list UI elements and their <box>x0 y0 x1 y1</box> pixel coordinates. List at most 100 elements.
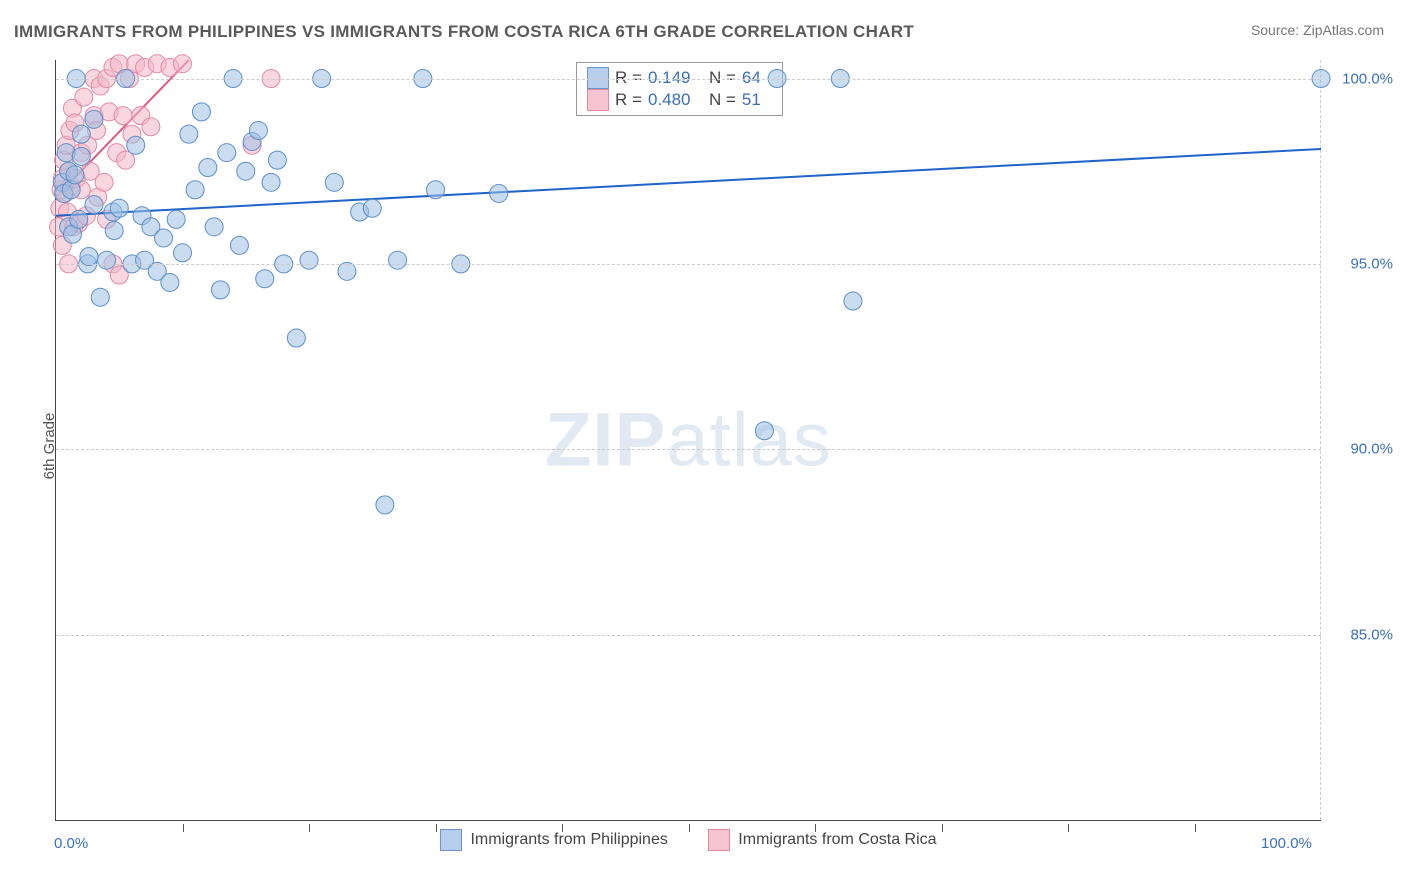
data-point-costarica <box>66 114 84 132</box>
watermark: ZIPatlas <box>545 397 832 484</box>
data-point-philippines <box>72 125 90 143</box>
data-point-philippines <box>199 159 217 177</box>
data-point-costarica <box>57 136 75 154</box>
data-point-philippines <box>755 422 773 440</box>
data-point-philippines <box>98 251 116 269</box>
data-point-philippines <box>262 173 280 191</box>
data-point-philippines <box>104 203 122 221</box>
source-site: ZipAtlas.com <box>1303 22 1384 38</box>
data-point-costarica <box>58 203 76 221</box>
legend-series: Immigrants from Philippines Immigrants f… <box>56 829 1321 856</box>
chart-container: IMMIGRANTS FROM PHILIPPINES VS IMMIGRANT… <box>0 0 1406 892</box>
x-tick <box>183 824 184 832</box>
data-point-costarica <box>132 107 150 125</box>
data-point-philippines <box>230 236 248 254</box>
data-point-philippines <box>155 229 173 247</box>
data-point-philippines <box>136 251 154 269</box>
chart-title: IMMIGRANTS FROM PHILIPPINES VS IMMIGRANT… <box>14 22 914 42</box>
data-point-philippines <box>72 147 90 165</box>
data-point-philippines <box>55 184 73 202</box>
data-point-costarica <box>72 181 90 199</box>
x-tick <box>436 824 437 832</box>
data-point-costarica <box>98 210 116 228</box>
x-tick <box>1068 824 1069 832</box>
x-tick <box>562 824 563 832</box>
data-point-philippines <box>142 218 160 236</box>
data-point-philippines <box>63 225 81 243</box>
x-tick <box>1195 824 1196 832</box>
data-point-costarica <box>56 184 74 202</box>
data-point-philippines <box>105 222 123 240</box>
legend-R-label: R = <box>615 90 642 110</box>
legend-stats-box: R = 0.149 N = 64 R = 0.480 N = 51 <box>576 62 783 116</box>
data-point-costarica <box>114 107 132 125</box>
data-point-philippines <box>389 251 407 269</box>
gridline-h <box>56 635 1321 636</box>
data-point-costarica <box>70 214 88 232</box>
data-point-philippines <box>62 181 80 199</box>
data-point-philippines <box>427 181 445 199</box>
y-tick-label: 90.0% <box>1328 441 1393 458</box>
data-point-costarica <box>108 144 126 162</box>
data-point-philippines <box>133 207 151 225</box>
data-point-costarica <box>60 162 78 180</box>
gridline-h <box>56 449 1321 450</box>
data-point-philippines <box>70 210 88 228</box>
legend-swatch-costarica <box>708 829 730 851</box>
chart-svg-layer <box>56 60 1321 820</box>
data-point-philippines <box>844 292 862 310</box>
data-point-philippines <box>325 173 343 191</box>
data-point-costarica <box>127 55 145 73</box>
data-point-costarica <box>72 144 90 162</box>
data-point-costarica <box>85 107 103 125</box>
data-point-costarica <box>161 58 179 76</box>
data-point-philippines <box>363 199 381 217</box>
data-point-philippines <box>91 288 109 306</box>
source-label: Source: <box>1251 22 1303 38</box>
data-point-philippines <box>186 181 204 199</box>
data-point-philippines <box>249 121 267 139</box>
legend-item-philippines: Immigrants from Philippines <box>440 829 667 851</box>
data-point-costarica <box>67 170 85 188</box>
data-point-philippines <box>66 166 84 184</box>
data-point-costarica <box>117 151 135 169</box>
data-point-costarica <box>87 121 105 139</box>
x-tick-label: 100.0% <box>1261 835 1312 852</box>
legend-swatch-costarica <box>587 89 609 111</box>
data-point-philippines <box>300 251 318 269</box>
y-tick-label: 85.0% <box>1328 626 1393 643</box>
regression-line-philippines <box>56 149 1321 216</box>
data-point-costarica <box>62 177 80 195</box>
data-point-costarica <box>136 58 154 76</box>
data-point-philippines <box>148 262 166 280</box>
data-point-philippines <box>490 184 508 202</box>
data-point-costarica <box>142 118 160 136</box>
data-point-philippines <box>167 210 185 228</box>
data-point-costarica <box>79 136 97 154</box>
data-point-philippines <box>80 247 98 265</box>
y-tick-label: 95.0% <box>1328 255 1393 272</box>
regression-line-costarica <box>56 60 189 197</box>
source-attribution: Source: ZipAtlas.com <box>1251 22 1384 38</box>
data-point-philippines <box>256 270 274 288</box>
data-point-philippines <box>110 199 128 217</box>
x-tick <box>689 824 690 832</box>
data-point-philippines <box>205 218 223 236</box>
data-point-costarica <box>110 266 128 284</box>
legend-N-value-costarica: 51 <box>742 90 772 110</box>
data-point-costarica <box>95 173 113 191</box>
data-point-philippines <box>174 244 192 262</box>
data-point-costarica <box>148 55 166 73</box>
legend-N-label: N = <box>709 90 736 110</box>
x-tick <box>815 824 816 832</box>
data-point-costarica <box>110 55 128 73</box>
data-point-costarica <box>100 103 118 121</box>
data-point-costarica <box>75 88 93 106</box>
data-point-philippines <box>161 273 179 291</box>
legend-label-costarica: Immigrants from Costa Rica <box>738 831 936 849</box>
data-point-philippines <box>211 281 229 299</box>
data-point-costarica <box>50 218 68 236</box>
data-point-philippines <box>192 103 210 121</box>
watermark-thin: atlas <box>666 398 832 483</box>
data-point-philippines <box>127 136 145 154</box>
